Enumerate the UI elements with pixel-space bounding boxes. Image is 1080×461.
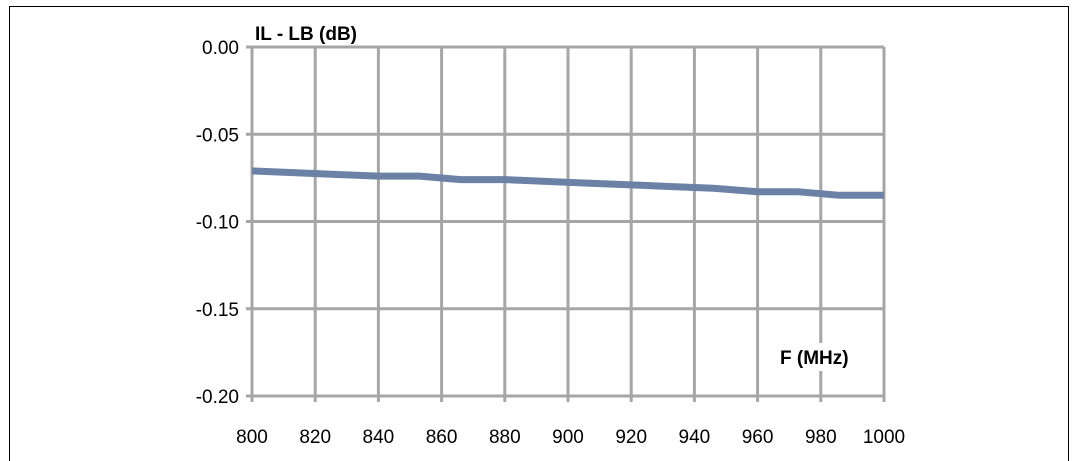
x-tick-label: 860 xyxy=(426,427,458,448)
y-axis-label: IL - LB (dB) xyxy=(255,24,357,45)
series-layer xyxy=(251,167,884,199)
x-tick-label: 900 xyxy=(552,427,584,448)
x-tick-label: 840 xyxy=(363,427,395,448)
x-tick-label: 1000 xyxy=(863,427,905,448)
y-tick-label: -0.20 xyxy=(196,387,239,408)
grid-lines xyxy=(246,45,886,402)
chart-frame xyxy=(9,6,1069,461)
y-tick-label: 0.00 xyxy=(202,38,239,59)
x-tick-label: 920 xyxy=(615,427,647,448)
x-tick-label: 820 xyxy=(299,427,331,448)
x-tick-label: 980 xyxy=(805,427,837,448)
x-tick-labels: 800 820 840 860 880 900 920 940 960 980 1000 xyxy=(236,427,905,448)
x-tick-label: 940 xyxy=(679,427,711,448)
y-tick-label: -0.15 xyxy=(196,300,239,321)
y-tick-labels: 0.00 -0.05 -0.10 -0.15 -0.20 xyxy=(196,38,239,408)
x-tick-label: 800 xyxy=(236,427,268,448)
x-tick-label: 880 xyxy=(489,427,521,448)
x-tick-label: 960 xyxy=(742,427,774,448)
series-line-0 xyxy=(251,167,884,199)
y-tick-label: -0.10 xyxy=(196,213,239,234)
x-label-backdrop xyxy=(818,343,858,371)
y-tick-label: -0.05 xyxy=(196,125,239,146)
x-axis-label: F (MHz) xyxy=(780,348,849,369)
